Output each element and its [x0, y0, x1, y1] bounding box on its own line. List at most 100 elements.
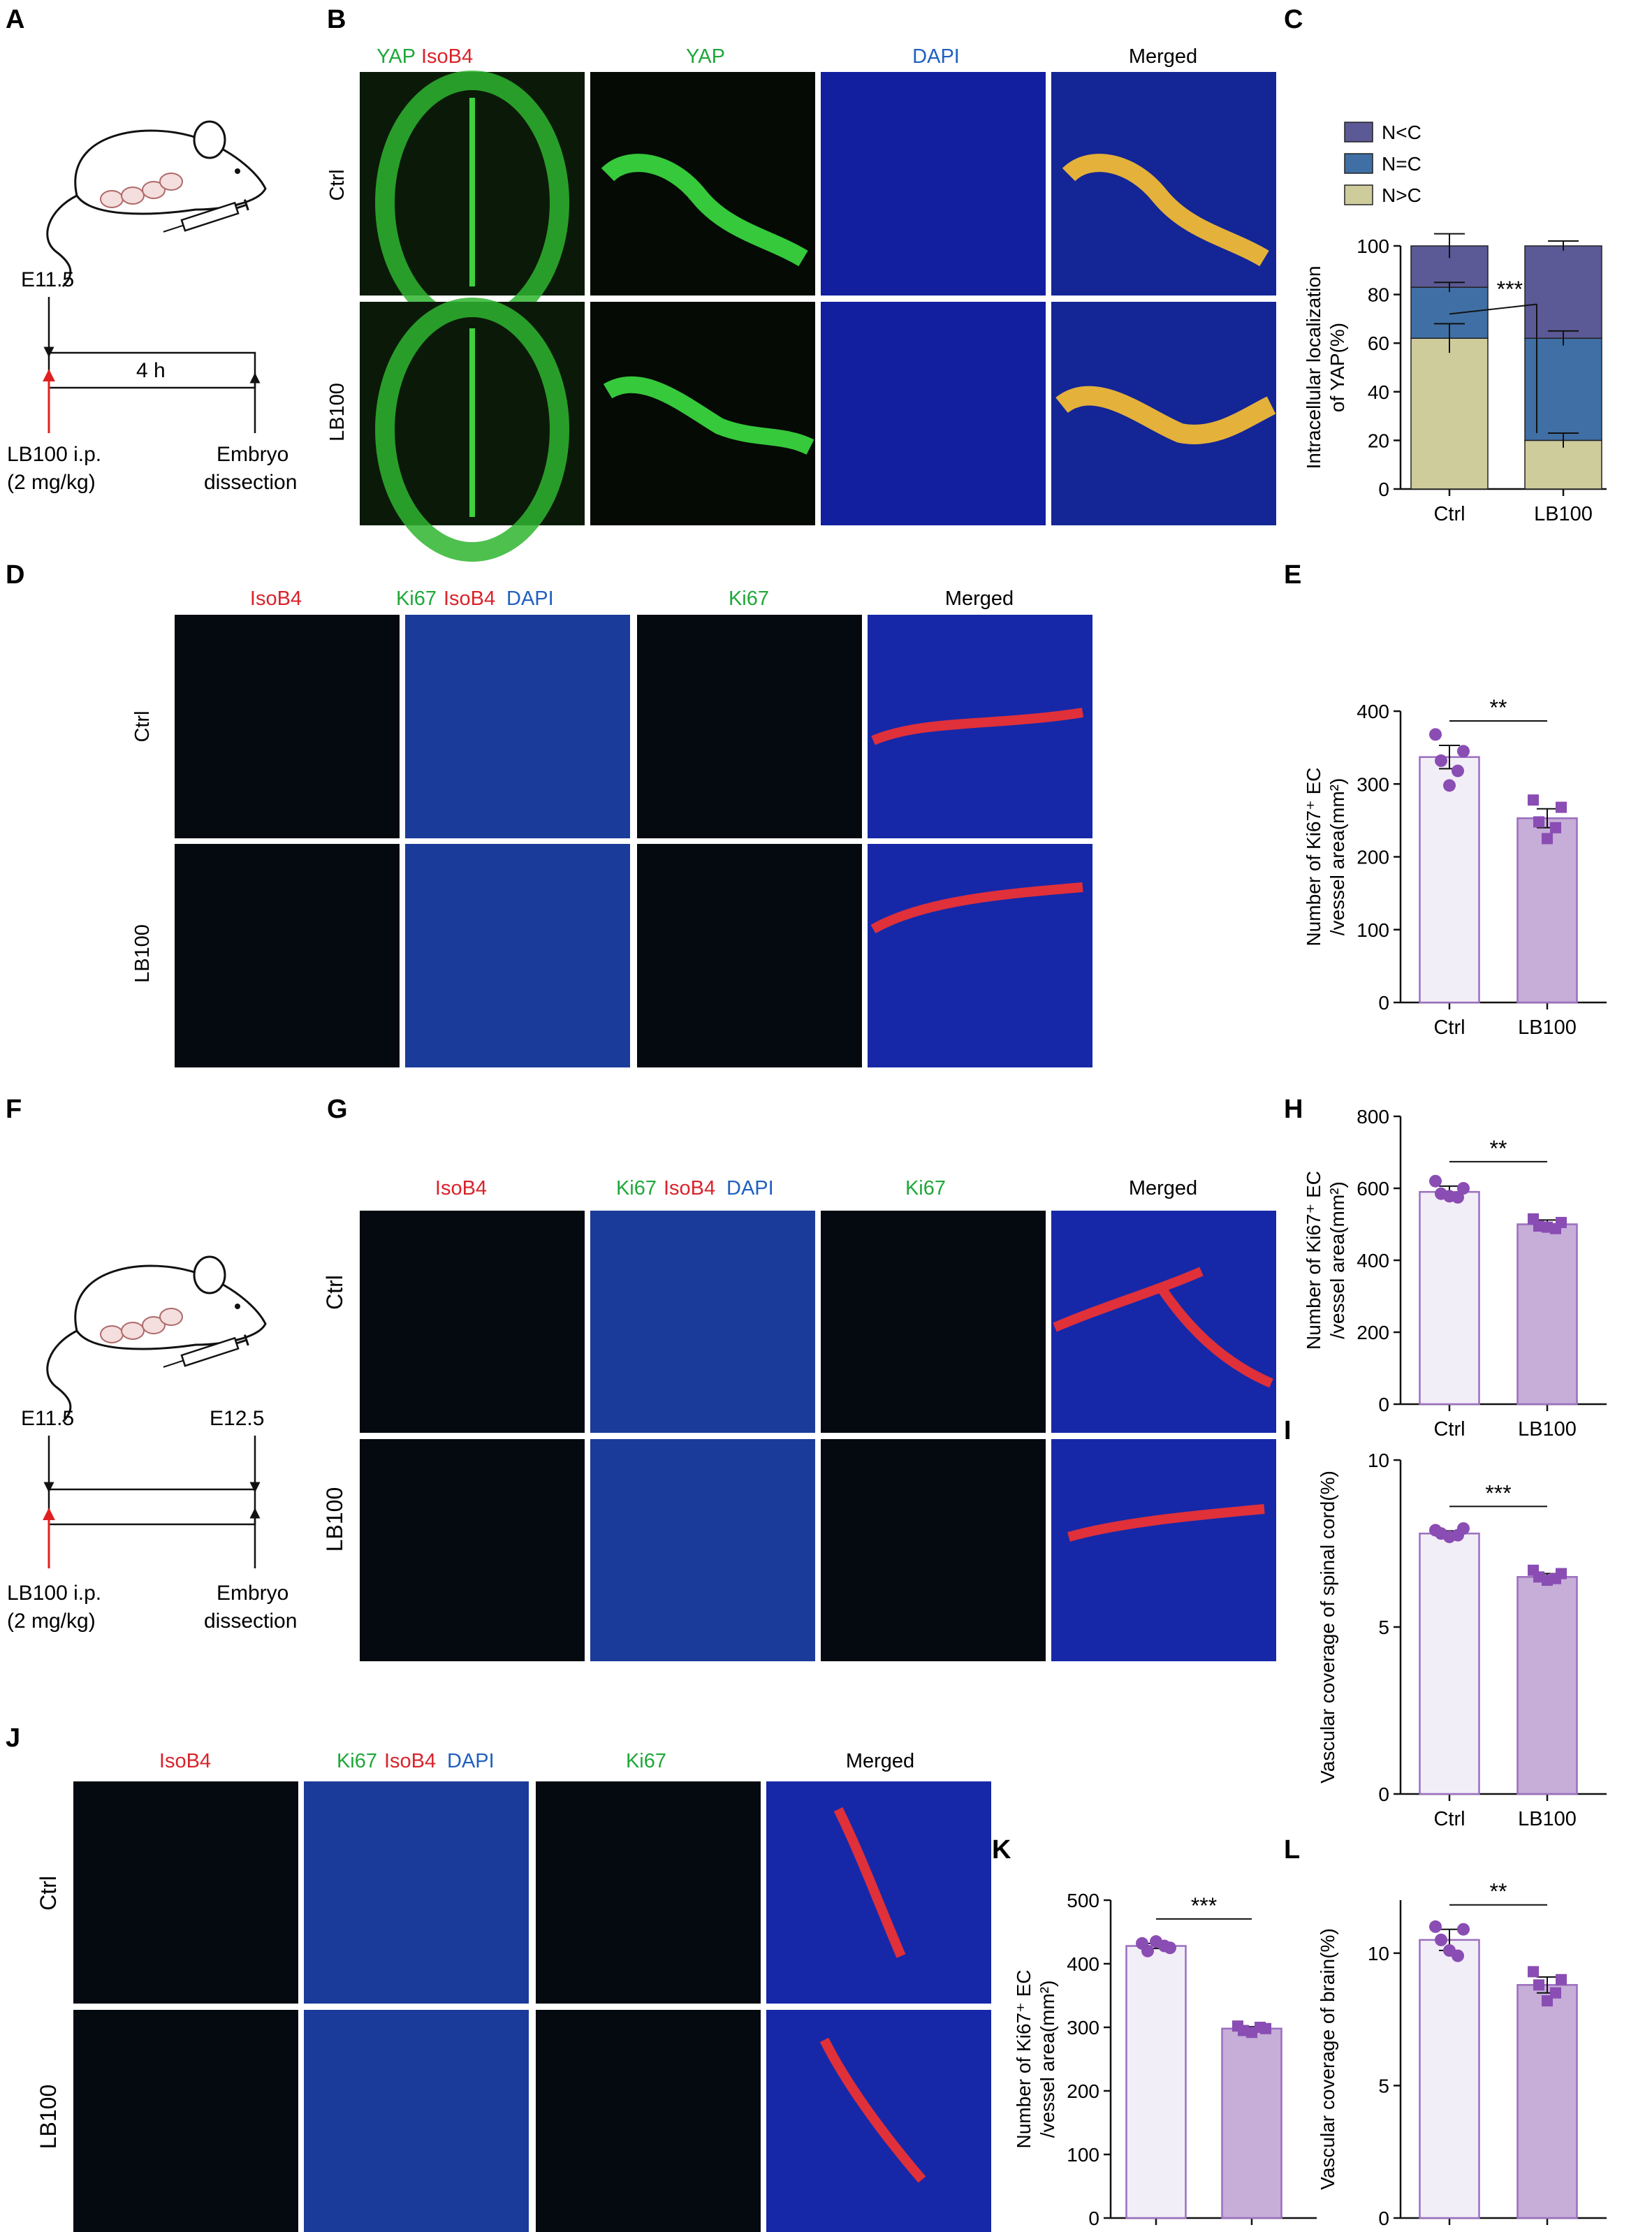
data-point	[1150, 1935, 1162, 1948]
data-point	[1435, 754, 1447, 767]
panel-letter-a: A	[6, 5, 24, 34]
panel-b-row-lb100: LB100	[326, 383, 349, 442]
data-point	[1542, 1221, 1553, 1233]
y-tick-label: 0	[1088, 2208, 1099, 2229]
y-tick-label: 200	[1357, 847, 1389, 868]
data-point	[1457, 1923, 1470, 1936]
syringe-icon	[163, 199, 249, 233]
y-tick-label: 5	[1378, 1617, 1389, 1638]
scheme-f-endpoint-1: Embryo	[217, 1582, 288, 1605]
data-point	[1452, 764, 1464, 778]
y-tick-label: 0	[1378, 479, 1389, 500]
panel-j-header-isob4-2: IsoB4	[384, 1750, 436, 1772]
data-point	[1542, 1995, 1553, 2007]
scheme-f-time-start: E11.5	[21, 1407, 74, 1430]
significance-label: **	[1490, 695, 1507, 720]
data-point	[1429, 1174, 1442, 1188]
panel-j-header-merged: Merged	[846, 1750, 914, 1772]
micrograph-d-lb100-isob4	[175, 844, 400, 1067]
data-point	[1429, 728, 1442, 741]
panel-g-header-ki67: Ki67	[616, 1177, 657, 1199]
panel-letter-f: F	[6, 1095, 22, 1124]
y-tick-label: 40	[1368, 381, 1389, 403]
micrograph-d-ctrl-merge3	[405, 615, 630, 838]
y-tick-label: 0	[1378, 2208, 1389, 2229]
panel-letter-h: H	[1284, 1095, 1303, 1124]
data-point	[1457, 1182, 1470, 1195]
micrograph-j-ctrl-merge3	[304, 1781, 529, 2004]
scheme-a-endpoint-1: Embryo	[217, 443, 288, 466]
micrograph-j-ctrl-ki67	[536, 1781, 761, 2004]
y-tick-label: 400	[1067, 1953, 1099, 1975]
micrograph-g-lb100-ki67	[821, 1439, 1046, 1661]
x-tick-label: Ctrl	[1433, 1016, 1465, 1039]
scheme-f-time-end: E12.5	[210, 1407, 264, 1430]
y-tick-label: 20	[1368, 430, 1389, 451]
mouse-icon	[46, 1255, 267, 1423]
y-axis-label: Number of Ki67⁺ EC	[1013, 1970, 1035, 2149]
significance-label: ***	[1497, 277, 1523, 302]
panel-j-header-dapi: DAPI	[447, 1750, 495, 1772]
y-axis-label: Intracellular localization	[1303, 265, 1324, 469]
y-tick-label: 400	[1357, 1250, 1389, 1271]
data-point	[1141, 1944, 1154, 1957]
chart-e-ki67-ec: 0 100 200 300 400 Ctrl LB100 Number of Ki67⁺ EC…	[1303, 695, 1607, 1039]
y-tick-label: 200	[1357, 1322, 1389, 1343]
significance-label: ***	[1485, 1480, 1511, 1505]
scheme-f-dose: (2 mg/kg)	[7, 1610, 96, 1633]
bar	[1419, 756, 1480, 1004]
panel-g-header-ki67-single: Ki67	[905, 1177, 946, 1199]
scheme-a-endpoint-2: dissection	[204, 471, 297, 494]
micrograph-g-ctrl-isob4	[360, 1211, 585, 1433]
y-tick-label: 80	[1368, 284, 1389, 306]
y-axis-label-line2: /vessel area(mm²)	[1037, 1981, 1058, 2138]
y-tick-label: 10	[1368, 1450, 1389, 1471]
y-axis-label: Number of Ki67⁺ EC	[1303, 768, 1324, 947]
bar	[1516, 1576, 1578, 1795]
panel-d-row-lb100: LB100	[131, 924, 154, 983]
panel-letter-k: K	[992, 1835, 1011, 1865]
micrograph-j-lb100-merge3	[304, 2010, 529, 2232]
x-tick-label: LB100	[1534, 503, 1593, 525]
panel-b-header-yap: YAP	[377, 45, 416, 68]
data-point	[1443, 1944, 1456, 1957]
data-point	[1246, 2027, 1257, 2038]
panel-letter-i: I	[1284, 1416, 1292, 1445]
micrograph-d-lb100-merged	[868, 844, 1092, 1067]
significance-label: **	[1490, 1136, 1507, 1161]
panel-g-row-lb100: LB100	[322, 1487, 347, 1552]
micrograph-b-lb100-dapi	[821, 302, 1046, 525]
syringe-icon	[163, 1334, 249, 1368]
bar	[1125, 1945, 1187, 2219]
panel-j-row-lb100: LB100	[36, 2085, 61, 2150]
micrograph-b-ctrl-yap	[590, 72, 815, 296]
bar	[1221, 2027, 1282, 2219]
panel-b-header-yap-single: YAP	[686, 45, 725, 68]
panel-d-row-ctrl: Ctrl	[131, 710, 154, 742]
legend-label: N=C	[1382, 153, 1421, 175]
y-tick-label: 100	[1357, 235, 1389, 257]
panel-d-header-ki67-single: Ki67	[729, 588, 769, 610]
micrograph-g-lb100-isob4	[360, 1439, 585, 1661]
micrograph-d-ctrl-isob4	[175, 615, 400, 838]
panel-g-header-isob4-2: IsoB4	[664, 1177, 715, 1199]
y-tick-label: 60	[1368, 333, 1389, 354]
data-point	[1556, 1974, 1567, 1985]
chart-c-yap-localization: 0 20 40 60 80 100 Ctrl LB100 Intracellular local…	[1303, 122, 1607, 525]
data-point	[1443, 1530, 1456, 1543]
y-tick-label: 0	[1378, 992, 1389, 1014]
y-axis-label: Vascular coverage of brain(%)	[1317, 1928, 1338, 2190]
y-tick-label: 100	[1067, 2144, 1099, 2166]
micrograph-b-ctrl-merged	[1051, 72, 1276, 296]
data-point	[1457, 745, 1470, 758]
panel-d-header-dapi: DAPI	[506, 588, 554, 610]
scheme-f-endpoint-2: dissection	[204, 1610, 297, 1633]
panel-letter-l: L	[1284, 1835, 1300, 1865]
micrograph-d-ctrl-ki67	[637, 615, 862, 838]
legend-label: N<C	[1382, 122, 1421, 143]
bar	[1516, 1223, 1578, 1406]
micrograph-j-lb100-ki67	[536, 2010, 761, 2232]
y-axis-label-line2: /vessel area(mm²)	[1326, 778, 1348, 936]
bar	[1419, 1939, 1480, 2219]
